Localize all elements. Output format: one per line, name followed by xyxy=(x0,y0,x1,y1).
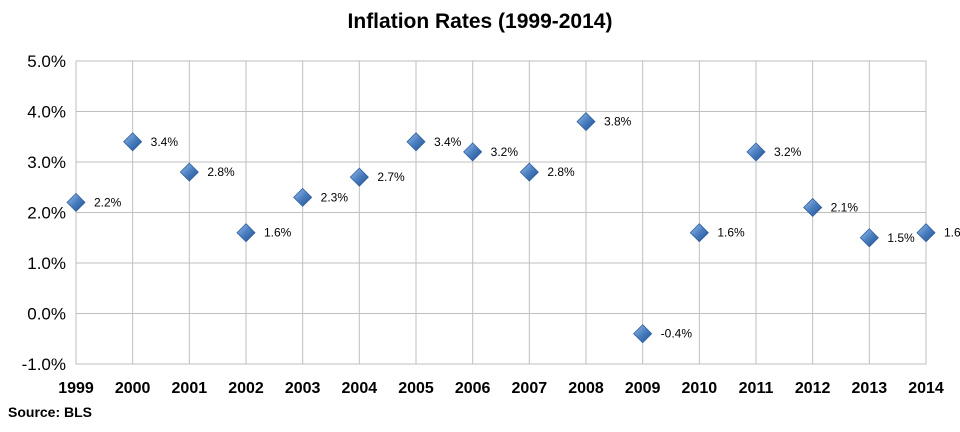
y-tick-label: 2.0% xyxy=(27,204,66,223)
y-axis-ticks: -1.0% 0.0% 1.0% 2.0% 3.0% 4.0% 5.0% xyxy=(22,52,66,374)
x-tick-label: 2007 xyxy=(512,380,548,397)
x-tick-label: 2002 xyxy=(228,380,264,397)
data-point xyxy=(293,187,313,207)
x-tick-label: 2011 xyxy=(739,380,774,397)
source-note: Source: BLS xyxy=(8,404,93,420)
x-tick-label: 2004 xyxy=(342,380,378,397)
y-tick-label: -1.0% xyxy=(22,355,66,374)
x-tick-label: 2001 xyxy=(172,380,208,397)
x-tick-label: 2003 xyxy=(285,380,321,397)
data-point xyxy=(916,223,936,243)
data-label: 2.1% xyxy=(831,200,859,214)
y-tick-label: 3.0% xyxy=(27,153,66,172)
data-point xyxy=(519,162,539,182)
data-label: 2.3% xyxy=(321,190,349,204)
x-axis-ticks: 1999 2000 2001 2002 2003 2004 2005 2006 2007 2008… xyxy=(58,380,944,397)
data-point xyxy=(463,142,483,162)
data-label: 3.4% xyxy=(151,135,179,149)
data-point xyxy=(859,228,879,248)
x-tick-label: 2000 xyxy=(115,380,151,397)
x-tick-label: 2006 xyxy=(455,380,491,397)
data-label: 2.7% xyxy=(377,170,405,184)
data-point xyxy=(349,167,369,187)
data-point xyxy=(576,112,596,132)
data-point xyxy=(123,132,143,152)
data-label: 1.6% xyxy=(264,226,292,240)
data-point xyxy=(746,142,766,162)
y-tick-label: 0.0% xyxy=(27,305,66,324)
data-label: 2.2% xyxy=(94,195,122,209)
data-label: -0.4% xyxy=(661,327,693,341)
plot-border xyxy=(75,60,927,365)
x-tick-label: 2012 xyxy=(795,380,831,397)
data-label: 1.6% xyxy=(944,226,960,240)
data-point xyxy=(689,223,709,243)
grid-lines xyxy=(75,60,927,365)
x-tick-label: 2005 xyxy=(398,380,434,397)
data-label: 1.6% xyxy=(717,226,745,240)
data-label: 3.2% xyxy=(491,145,519,159)
x-tick-label: 1999 xyxy=(58,380,94,397)
data-labels: 2.2% 3.4% 2.8% 1.6% 2.3% 2.7% 3.4% 3.2% 2.8% 3.8%… xyxy=(94,115,960,341)
data-points xyxy=(66,112,936,344)
data-point xyxy=(803,197,823,218)
y-tick-label: 5.0% xyxy=(27,52,66,71)
data-label: 3.4% xyxy=(434,135,462,149)
data-point xyxy=(66,192,86,212)
x-tick-label: 2014 xyxy=(908,380,944,397)
data-label: 3.8% xyxy=(604,115,632,129)
x-tick-label: 2013 xyxy=(852,380,888,397)
x-tick-label: 2010 xyxy=(682,380,718,397)
x-tick-label: 2008 xyxy=(568,380,604,397)
data-point xyxy=(236,223,256,243)
data-label: 3.2% xyxy=(774,145,802,159)
chart-title: Inflation Rates (1999-2014) xyxy=(347,10,613,33)
data-label: 1.5% xyxy=(887,231,915,245)
x-tick-label: 2009 xyxy=(625,380,661,397)
data-label: 2.8% xyxy=(547,165,575,179)
data-point xyxy=(633,324,653,344)
data-label: 2.8% xyxy=(207,165,235,179)
data-point xyxy=(179,162,199,182)
y-tick-label: 4.0% xyxy=(27,103,66,122)
data-point xyxy=(406,132,426,152)
y-tick-label: 1.0% xyxy=(27,254,66,273)
